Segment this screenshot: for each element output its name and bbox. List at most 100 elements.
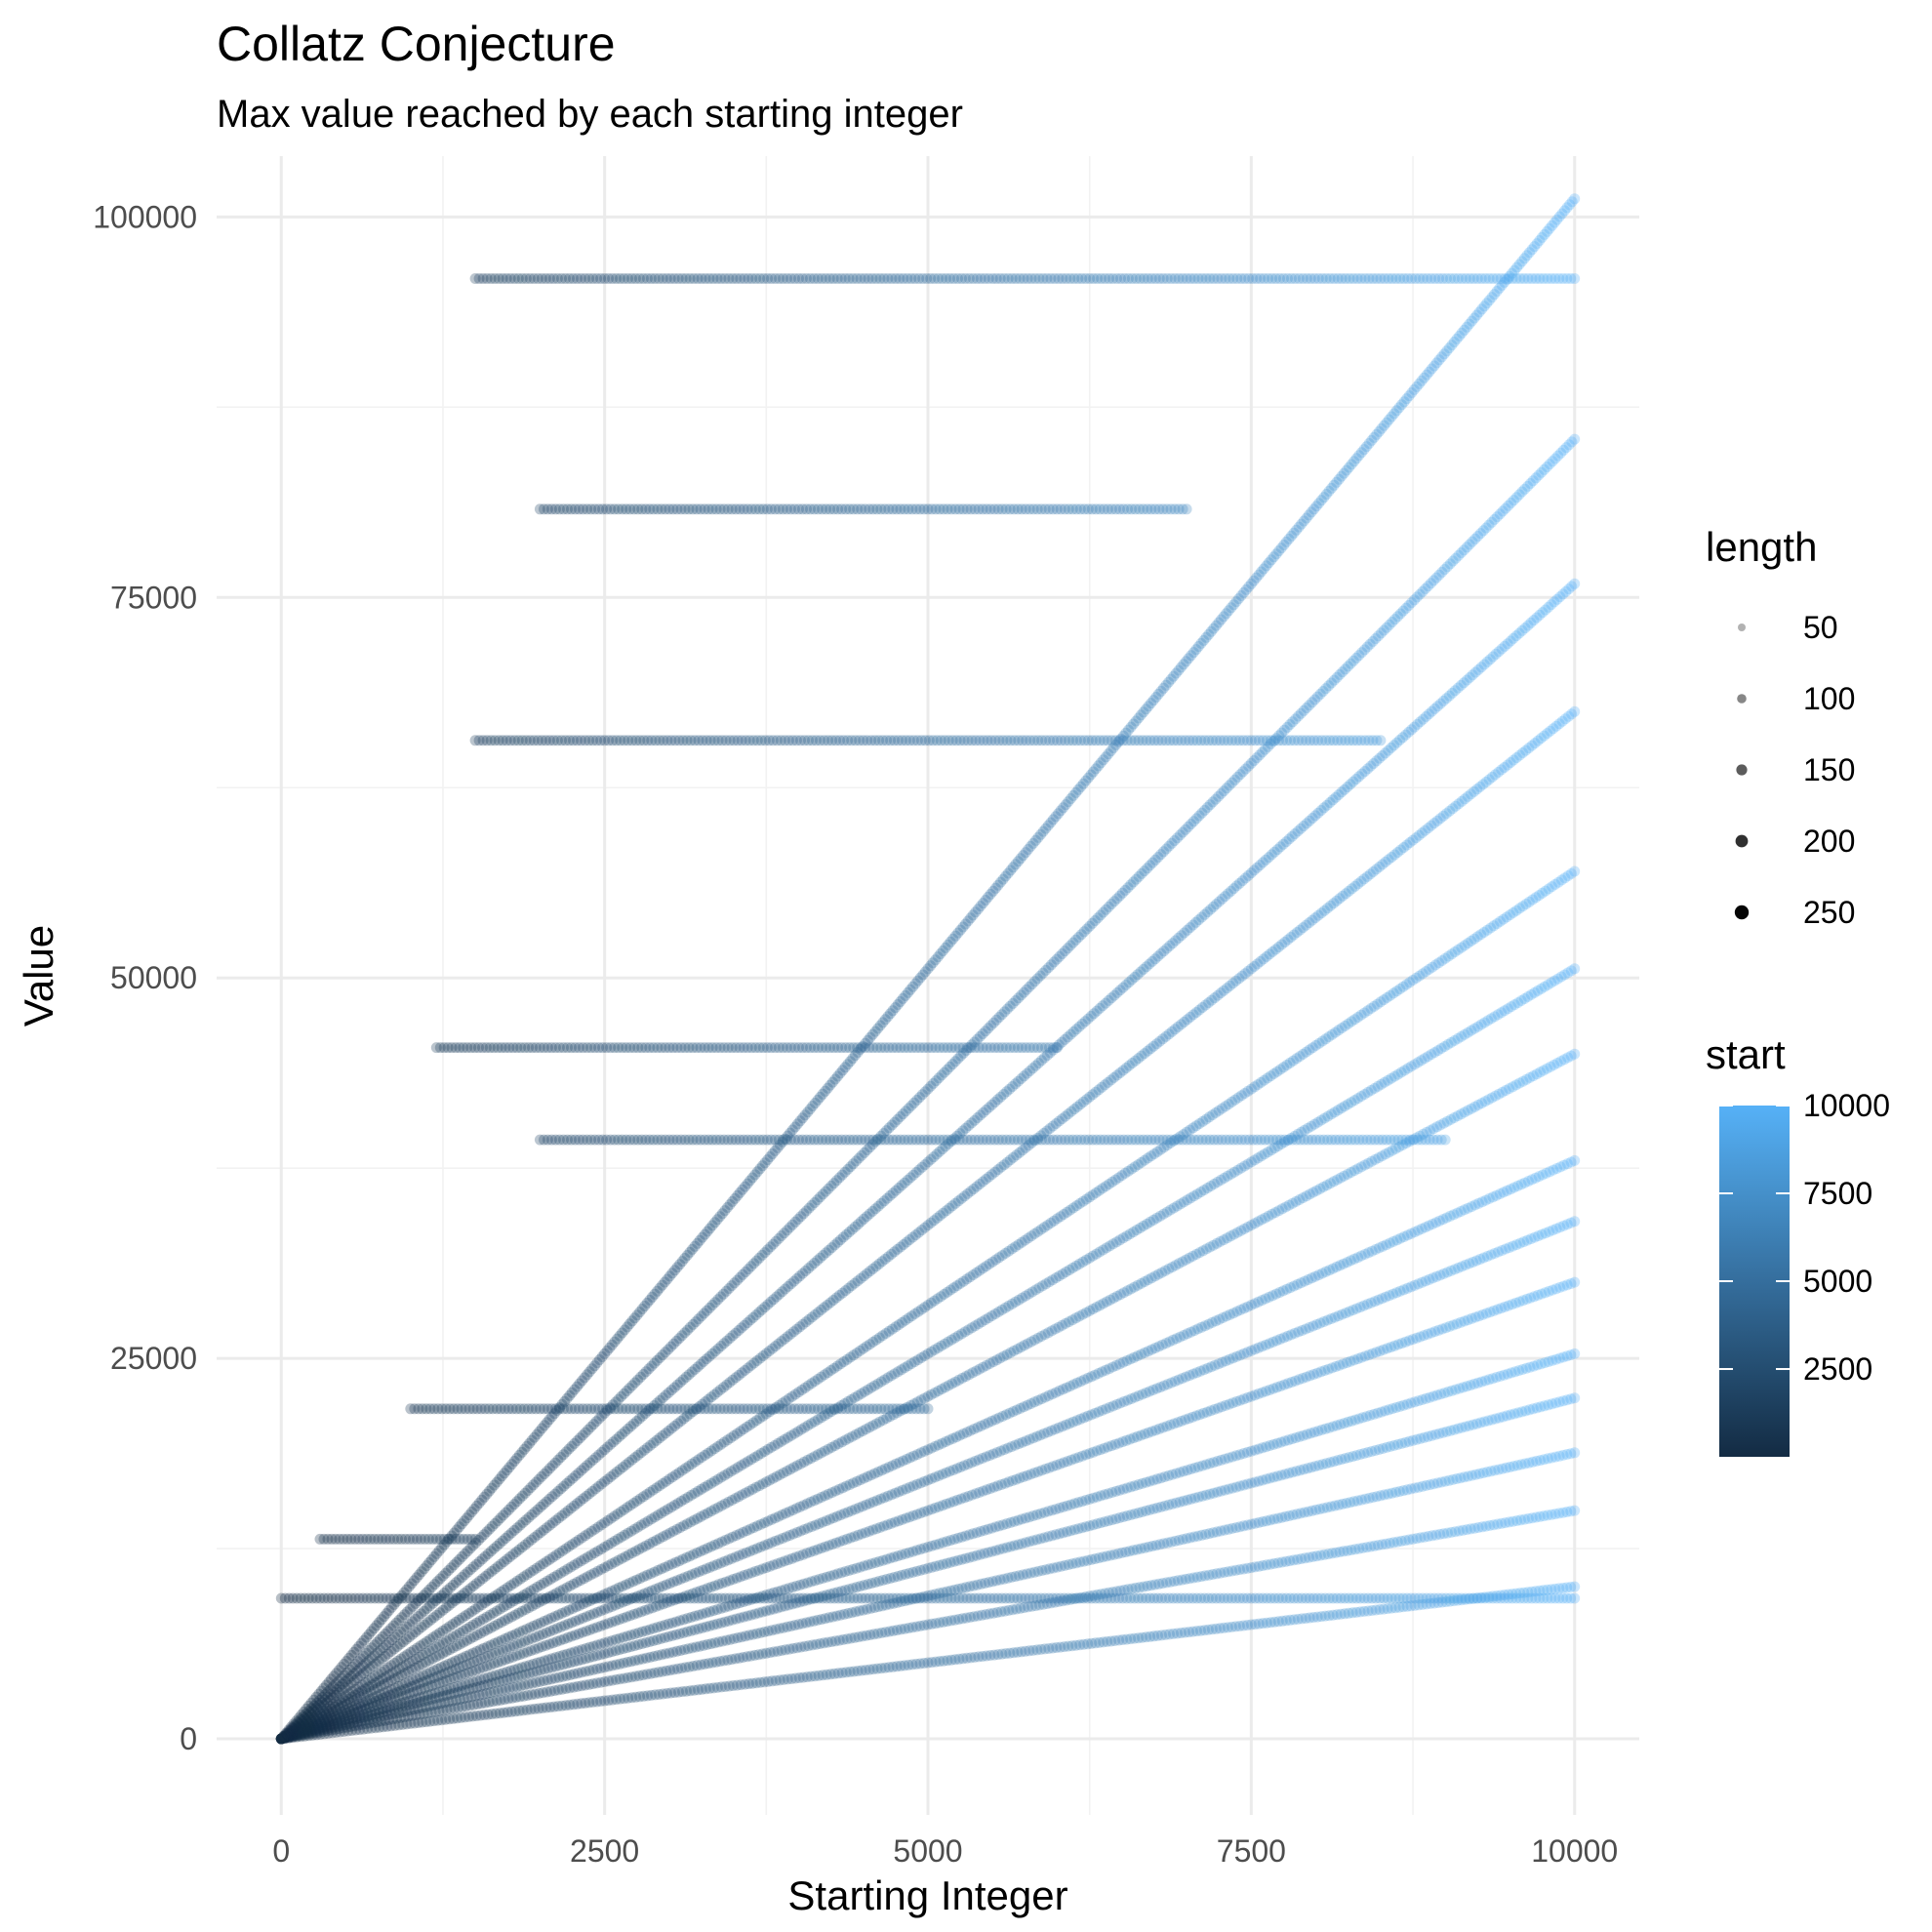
data-point [460,1711,470,1723]
data-point [906,1592,918,1604]
data-point [362,1723,374,1735]
data-point [1156,1630,1167,1641]
data-point [584,1697,595,1709]
data-point [1102,1635,1113,1647]
data-point [306,1729,318,1741]
data-point [1358,1605,1370,1617]
data-point [731,1679,743,1691]
data-point [509,1592,521,1604]
data-point [1319,1610,1331,1622]
data-point [739,1678,750,1690]
data-point [342,1592,353,1604]
data-point [860,1592,871,1604]
data-point [505,1706,517,1717]
data-point [432,1714,444,1726]
data-point [1261,1617,1272,1629]
data-point [1507,1589,1518,1600]
data-point [650,1689,661,1701]
data-point [942,1592,953,1604]
data-point [1386,1602,1397,1614]
data-point [1086,1637,1098,1649]
data-point [867,1592,879,1604]
data-point [498,1592,509,1604]
data-point [392,1592,404,1604]
data-point [474,1710,486,1721]
data-point [918,1592,930,1604]
data-point [1051,1642,1063,1653]
data-point [887,1592,899,1604]
data-point [746,1592,758,1604]
data-point [762,1675,774,1687]
data-point [544,1592,556,1604]
data-point [879,1662,891,1673]
data-point [568,1699,580,1711]
data-point [295,1731,306,1743]
chart-title: Collatz Conjecture [217,17,616,71]
data-point [750,1592,762,1604]
data-point [1378,1603,1389,1615]
data-point [707,1592,719,1604]
data-point [1304,1612,1315,1624]
data-point [1031,1644,1043,1656]
data-point [295,1592,306,1604]
data-point [973,1651,985,1663]
data-point [421,1716,432,1728]
data-point [533,1592,544,1604]
data-point [619,1592,630,1604]
data-point [903,1659,914,1670]
data-point [607,1592,619,1604]
data-point [291,1731,302,1743]
data-point [424,1715,436,1727]
data-point [797,1671,809,1683]
data-point [1016,1646,1027,1658]
data-point [444,1713,456,1725]
data-point [926,1592,938,1604]
data-point [910,1658,922,1670]
data-point [817,1592,828,1604]
data-point [934,1656,946,1668]
data-point [350,1724,362,1736]
data-point [1031,1592,1043,1604]
data-point [665,1592,676,1604]
data-point [451,1592,463,1604]
data-point [681,1592,692,1604]
data-point [669,1592,680,1604]
data-point [1265,1617,1276,1629]
data-point [852,1592,864,1604]
data-point [793,1672,805,1683]
data-point [1569,1216,1581,1228]
data-point [899,1660,910,1671]
data-point [560,1700,572,1711]
data-point [1086,1592,1098,1604]
data-point [1012,1592,1024,1604]
data-point [357,1592,369,1604]
data-point [595,1592,607,1604]
data-point [459,1592,470,1604]
data-point [634,1592,646,1604]
data-point [1382,1603,1393,1615]
data-point [1569,1581,1581,1592]
data-point [409,1717,421,1729]
data-point [825,1592,836,1604]
data-point [743,1678,754,1690]
data-point [766,1592,778,1604]
data-point [1145,1630,1156,1642]
data-point [630,1592,642,1604]
data-point [448,1712,460,1724]
data-point [1569,1592,1581,1604]
data-point [727,1592,739,1604]
data-point [673,1686,684,1698]
data-point [988,1592,1000,1604]
data-point [1432,1597,1444,1608]
data-point [1074,1592,1086,1604]
data-point [754,1592,766,1604]
data-point [335,1726,345,1738]
data-point [1160,1629,1171,1640]
data-point [985,1650,996,1661]
data-point [650,1592,661,1604]
data-point [693,1684,704,1696]
data-point [1004,1647,1016,1659]
data-point [299,1730,310,1742]
data-point [428,1715,440,1727]
data-point [1233,1621,1245,1631]
